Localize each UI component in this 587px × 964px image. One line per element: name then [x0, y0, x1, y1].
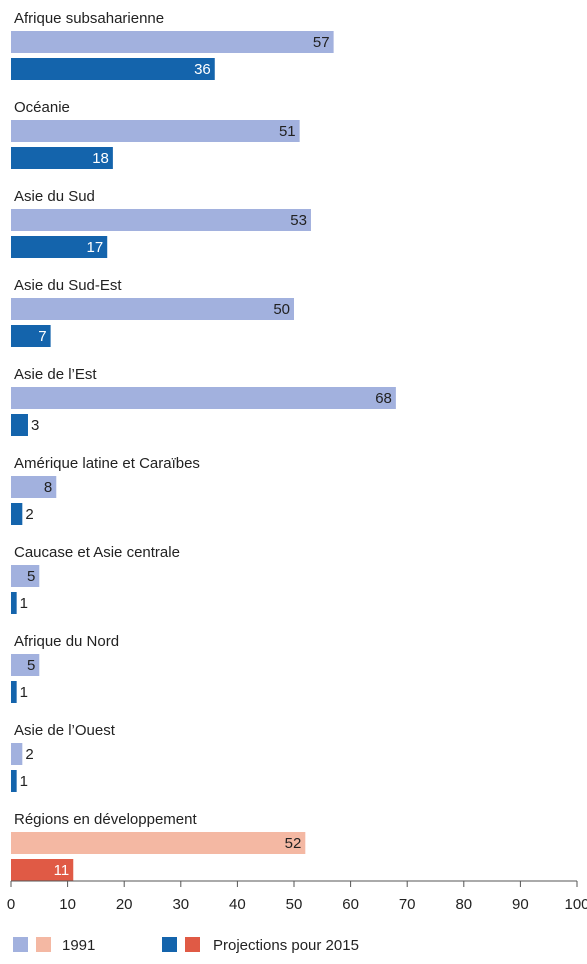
bar-1991	[11, 209, 311, 231]
value-label-2015: 7	[38, 328, 46, 345]
x-tick-label: 10	[59, 896, 76, 913]
bar-2015	[11, 236, 108, 258]
bar-2015	[11, 147, 113, 169]
bar-2015	[11, 770, 17, 792]
bar-2015	[11, 503, 23, 525]
bar-2015	[11, 859, 74, 881]
x-tick-label: 60	[342, 896, 359, 913]
category-label: Amérique latine et Caraïbes	[14, 455, 200, 472]
bar-2015	[11, 414, 28, 436]
x-tick-label: 30	[172, 896, 189, 913]
value-label-2015: 17	[87, 239, 104, 256]
category-label: Afrique du Nord	[14, 633, 119, 650]
value-label-2015: 1	[20, 684, 28, 701]
bar-1991	[11, 31, 334, 53]
category-label: Régions en développement	[14, 811, 197, 828]
legend-swatch-1991	[13, 937, 28, 952]
value-label-2015: 36	[194, 61, 211, 78]
legend-label-1991: 1991	[62, 937, 95, 954]
value-label-2015: 1	[20, 773, 28, 790]
x-tick-label: 40	[229, 896, 246, 913]
bar-2015	[11, 592, 17, 614]
category-label: Asie du Sud	[14, 188, 95, 205]
value-label-1991: 51	[279, 123, 296, 140]
bar-1991	[11, 654, 40, 676]
legend-swatch-2015-highlight	[185, 937, 200, 952]
x-tick-label: 0	[7, 896, 15, 913]
category-label: Asie de l’Est	[14, 366, 97, 383]
bar-1991	[11, 298, 294, 320]
bar-2015	[11, 58, 215, 80]
bar-1991	[11, 476, 57, 498]
category-label: Asie du Sud-Est	[14, 277, 122, 294]
value-label-2015: 1	[20, 595, 28, 612]
value-label-1991: 8	[44, 479, 52, 496]
value-label-1991: 68	[375, 390, 392, 407]
bar-2015	[11, 325, 51, 347]
x-tick-label: 80	[455, 896, 472, 913]
bar-1991	[11, 120, 300, 142]
value-label-2015: 3	[31, 417, 39, 434]
bar-1991	[11, 832, 306, 854]
value-label-1991: 5	[27, 568, 35, 585]
value-label-2015: 2	[25, 506, 33, 523]
x-tick-label: 90	[512, 896, 529, 913]
category-label: Afrique subsaharienne	[14, 10, 164, 27]
category-label: Asie de l’Ouest	[14, 722, 116, 739]
legend-swatch-1991-highlight	[36, 937, 51, 952]
bar-2015	[11, 681, 17, 703]
value-label-1991: 53	[290, 212, 307, 229]
bar-1991	[11, 387, 396, 409]
x-tick-label: 50	[286, 896, 303, 913]
legend-swatch-2015	[162, 937, 177, 952]
x-tick-label: 70	[399, 896, 416, 913]
x-tick-label: 20	[116, 896, 133, 913]
value-label-1991: 50	[273, 301, 290, 318]
category-label: Caucase et Asie centrale	[14, 544, 180, 561]
value-label-1991: 57	[313, 34, 330, 51]
bar-1991	[11, 565, 40, 587]
value-label-1991: 5	[27, 657, 35, 674]
value-label-1991: 52	[285, 835, 302, 852]
x-tick-label: 100	[564, 896, 587, 913]
value-label-2015: 11	[54, 862, 70, 879]
bar-1991	[11, 743, 23, 765]
value-label-1991: 2	[25, 746, 33, 763]
legend-label-2015: Projections pour 2015	[213, 937, 359, 954]
category-label: Océanie	[14, 99, 70, 116]
value-label-2015: 18	[92, 150, 109, 167]
